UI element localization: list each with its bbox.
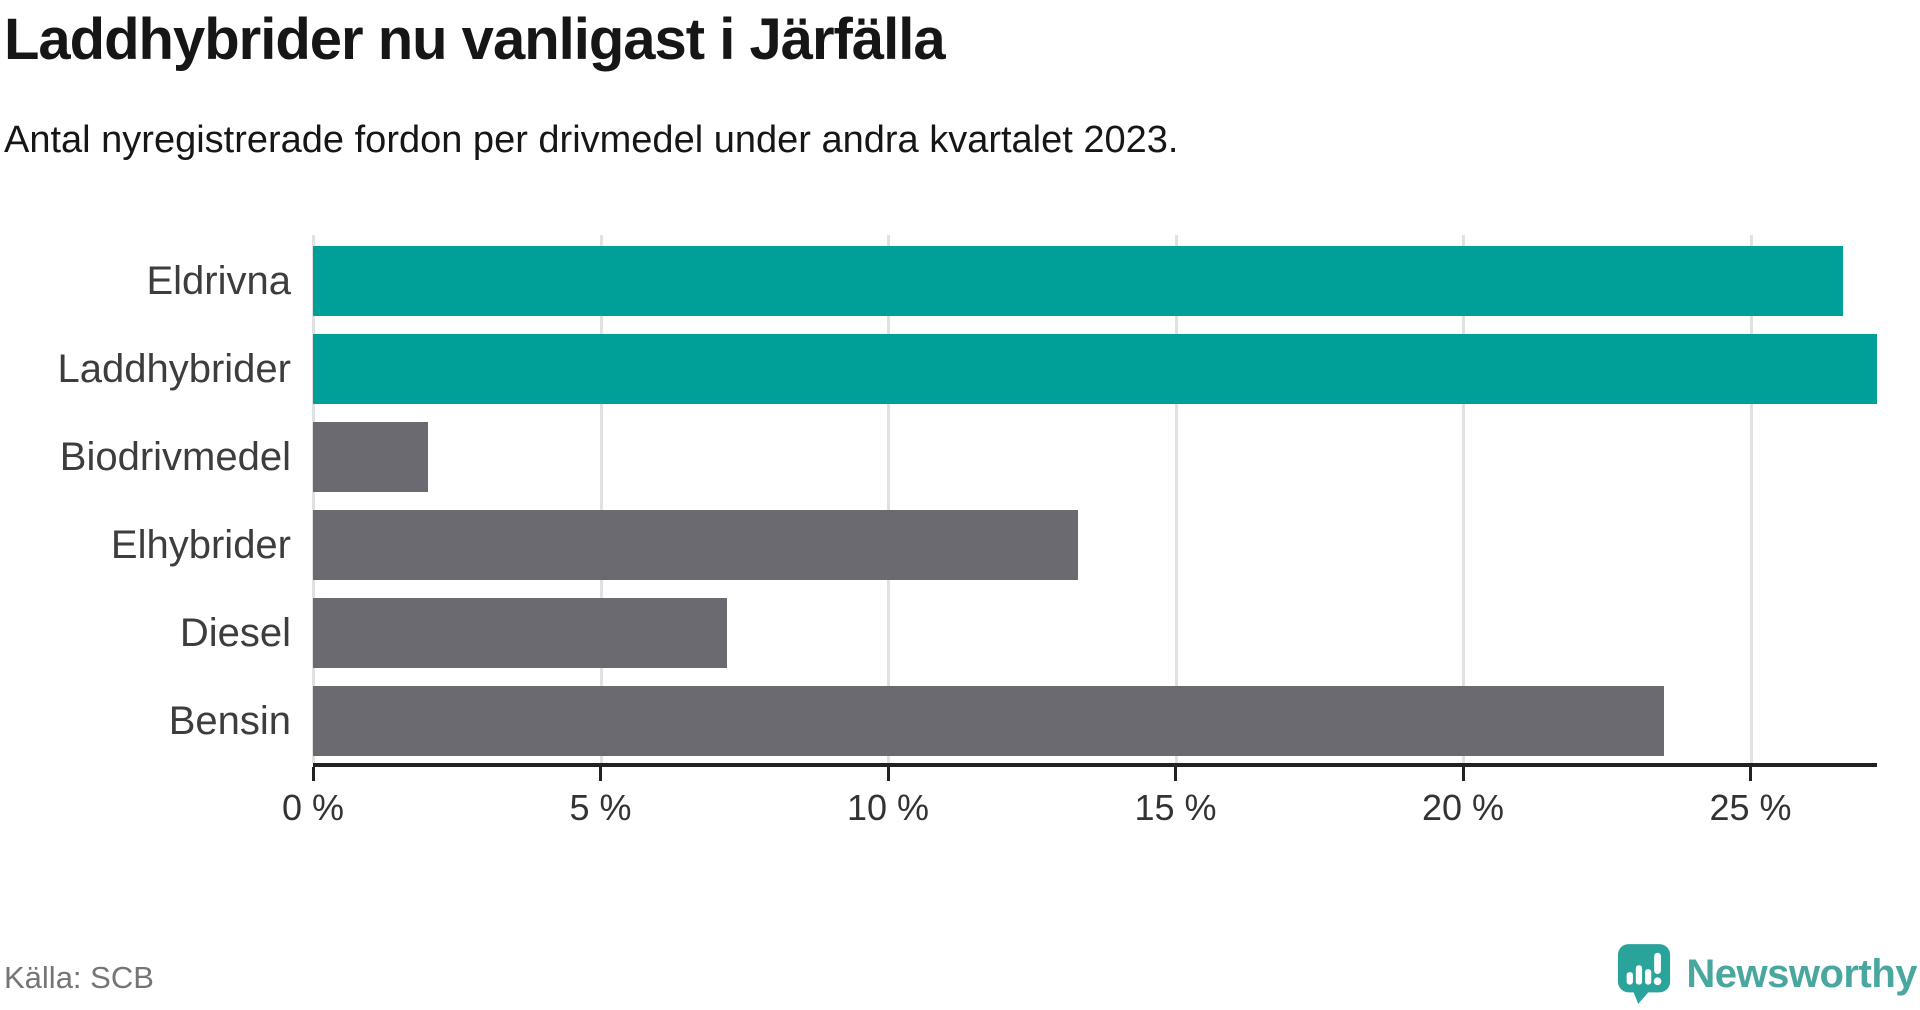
bar-eldrivna (313, 246, 1843, 316)
source-note: Källa: SCB (4, 960, 154, 995)
gridline-20 (1462, 235, 1465, 763)
gridline-10 (887, 235, 890, 763)
bar-lane (313, 246, 1877, 316)
tick-label-10: 10 % (846, 787, 930, 828)
newsworthy-wordmark: Newsworthy (1686, 951, 1917, 996)
tick-label-0: 0 % (281, 787, 345, 828)
gridline-25 (1749, 235, 1753, 763)
newsworthy-icon (1618, 944, 1671, 1004)
bar-row-elhybrider: Elhybrider (0, 492, 1877, 580)
tick-mark-5 (599, 767, 602, 781)
bar-lane (313, 334, 1877, 404)
tick-label-25: 25 % (1709, 787, 1792, 828)
page-subtitle: Antal nyregistrerade fordon per drivmede… (4, 119, 1179, 161)
bar-row-biodrivmedel: Biodrivmedel (0, 404, 1877, 492)
tick-label-15: 15 % (1134, 787, 1217, 828)
tick-mark-10 (886, 767, 890, 781)
gridline-5 (599, 235, 603, 763)
tick-mark-25 (1749, 767, 1752, 781)
bar-row-bensin: Bensin (0, 668, 1877, 756)
bar-chart: Eldrivna Laddhybrider Biodrivmedel Elhybrid… (0, 228, 1877, 828)
plot-gridlines (312, 235, 1877, 763)
bar-row-laddhybrider: Laddhybrider (0, 316, 1877, 404)
category-label: Laddhybrider (57, 346, 292, 391)
category-label: Eldrivna (146, 258, 291, 303)
bar-biodrivmedel (313, 422, 428, 492)
tick-mark-15 (1174, 767, 1177, 781)
category-label: Bensin (168, 698, 291, 743)
gridline-15 (1174, 235, 1178, 763)
bar-lane (313, 598, 1877, 668)
category-label: Elhybrider (110, 522, 291, 567)
page-title: Laddhybrider nu vanligast i Järfälla (4, 7, 946, 72)
bar-row-eldrivna: Eldrivna (0, 228, 1877, 316)
bar-lane (313, 686, 1877, 756)
newsworthy-logo: Newsworthy (1617, 943, 1917, 1005)
bar-lane (313, 422, 1877, 492)
x-axis-line (313, 763, 1877, 767)
category-label: Diesel (179, 610, 291, 655)
bar-bensin (313, 686, 1665, 756)
bar-row-diesel: Diesel (0, 580, 1877, 668)
tick-mark-0 (311, 767, 315, 781)
x-axis: 0 % 5 % 10 % 15 % 20 % 25 % (282, 763, 1877, 843)
bar-diesel (313, 598, 727, 668)
bar-lane (313, 510, 1877, 580)
bar-laddhybrider (313, 334, 1877, 404)
bar-elhybrider (313, 510, 1078, 580)
bar-rows: Eldrivna Laddhybrider Biodrivmedel Elhybrid… (0, 228, 1877, 756)
tick-label-5: 5 % (569, 787, 632, 828)
tick-label-20: 20 % (1421, 787, 1505, 828)
category-label: Biodrivmedel (59, 434, 291, 479)
tick-mark-20 (1461, 767, 1465, 781)
gridline-0 (312, 235, 315, 763)
